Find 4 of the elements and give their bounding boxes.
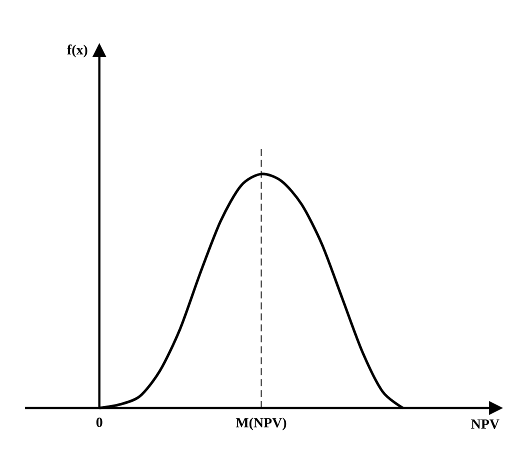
x-axis-title: NPV <box>471 419 500 429</box>
text: f(x) <box>67 44 88 58</box>
x-tick-label: M(NPV) <box>236 418 286 430</box>
x-tick-label: 0 <box>96 418 102 428</box>
